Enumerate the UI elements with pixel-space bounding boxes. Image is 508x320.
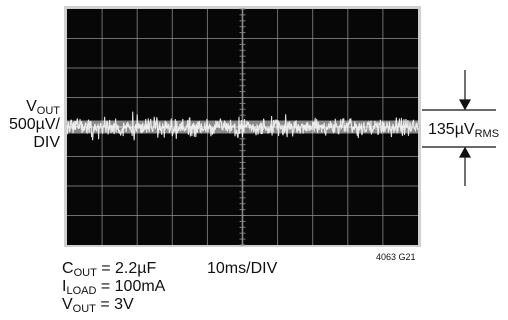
noise-trace <box>66 111 419 141</box>
rms-arrow-up-head <box>458 146 472 158</box>
condition-cout: COUT = 2.2µF <box>62 260 157 279</box>
condition-vout: VOUT = 3V <box>62 296 134 315</box>
time-scale-label: 10ms/DIV <box>207 260 278 277</box>
noise-trace-path <box>66 111 419 141</box>
y-axis-label: VOUT 500µV/ DIV <box>2 98 60 152</box>
y-label-scale: 500µV/ <box>8 116 60 133</box>
rms-arrow-down-head <box>458 99 472 111</box>
rms-indicator <box>422 70 496 186</box>
test-conditions: COUT = 2.2µF ILOAD = 100mA VOUT = 3V <box>62 260 166 315</box>
rms-noise-label: 135µVRMS <box>428 121 500 140</box>
y-label-signal: VOUT <box>26 98 60 117</box>
figure-id: 4063 G21 <box>376 252 416 262</box>
condition-iload: ILOAD = 100mA <box>62 278 166 297</box>
y-label-unit: DIV <box>33 134 60 151</box>
